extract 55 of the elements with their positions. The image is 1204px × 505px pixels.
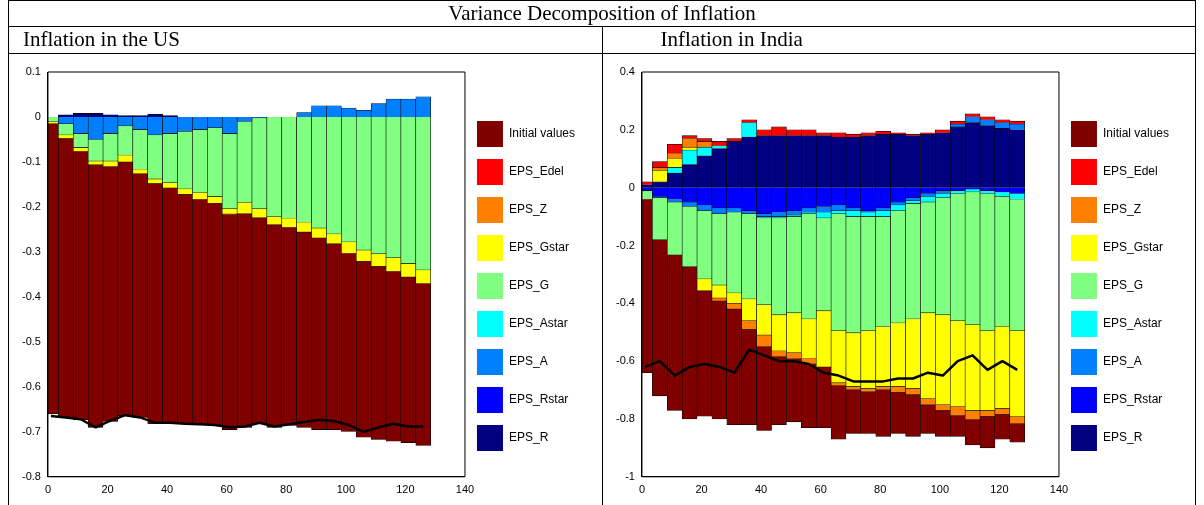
legend-label: EPS_A (508, 354, 548, 369)
y-tick-label: 0 (628, 180, 635, 193)
y-tick-label: 0.2 (619, 122, 635, 135)
y-tick-label: -0.3 (21, 244, 41, 257)
y-tick-label: 0.1 (25, 65, 41, 78)
y-tick-label: -0.4 (21, 289, 41, 302)
x-tick-label: 20 (101, 483, 114, 496)
x-tick-label: 40 (754, 483, 767, 496)
y-tick-label: -0.2 (21, 199, 41, 212)
y-tick-label: -0.1 (21, 154, 41, 167)
x-tick-label: 80 (280, 483, 293, 496)
legend-label: EPS_Z (508, 202, 547, 217)
x-tick-label: 120 (396, 483, 415, 496)
legend-label: EPS_Z (1102, 202, 1141, 217)
x-tick-label: 60 (220, 483, 233, 496)
y-tick-label: -0.5 (21, 334, 41, 347)
y-tick-label: -0.4 (615, 296, 635, 309)
legend-label: EPS_G (508, 278, 549, 293)
y-tick-label: -0.6 (615, 354, 635, 367)
y-tick-label: -0.8 (21, 469, 41, 482)
legend-label: EPS_Gstar (508, 240, 569, 255)
y-tick-label: -1 (624, 469, 635, 482)
x-tick-label: 0 (44, 483, 52, 496)
legend-label: Initial values (508, 126, 576, 141)
legend-label: EPS_Astar (508, 316, 568, 331)
legend-label: EPS_Astar (1102, 316, 1162, 331)
legend-label: Initial values (1102, 126, 1169, 141)
legend-label: EPS_Edel (508, 164, 564, 179)
y-tick-label: -0.2 (615, 238, 635, 251)
y-tick-label: -0.8 (615, 412, 635, 424)
x-tick-label: 40 (160, 483, 174, 496)
x-tick-label: 140 (1049, 483, 1068, 496)
legend-label: EPS_Edel (1102, 164, 1158, 179)
y-tick-label: 0 (34, 110, 41, 123)
legend-label: EPS_Gstar (1102, 240, 1163, 255)
x-tick-label: 100 (930, 483, 949, 496)
x-tick-label: 20 (694, 483, 708, 496)
y-tick-label: -0.6 (21, 379, 41, 392)
x-tick-label: 100 (336, 483, 355, 496)
y-tick-label: -0.7 (21, 424, 41, 437)
x-tick-label: 140 (455, 483, 475, 496)
y-tick-label: 0.4 (619, 65, 635, 78)
text: Variance Decomposition of Inflation (448, 1, 756, 25)
legend-label: EPS_A (1102, 354, 1142, 369)
x-tick-label: 120 (989, 483, 1009, 496)
chart-title: Inflation in India (660, 27, 803, 51)
x-tick-label: 80 (873, 483, 886, 496)
x-tick-label: 0 (638, 483, 645, 496)
legend-label: EPS_R (1102, 430, 1143, 445)
x-tick-label: 60 (814, 483, 827, 496)
legend-label: EPS_Rstar (1102, 392, 1162, 407)
legend-label: EPS_G (1102, 278, 1143, 293)
chart-subtitle: Inflation in the US (23, 27, 180, 51)
legend-label: EPS_R (508, 430, 549, 445)
legend-label: EPS_Rstar (508, 392, 569, 407)
